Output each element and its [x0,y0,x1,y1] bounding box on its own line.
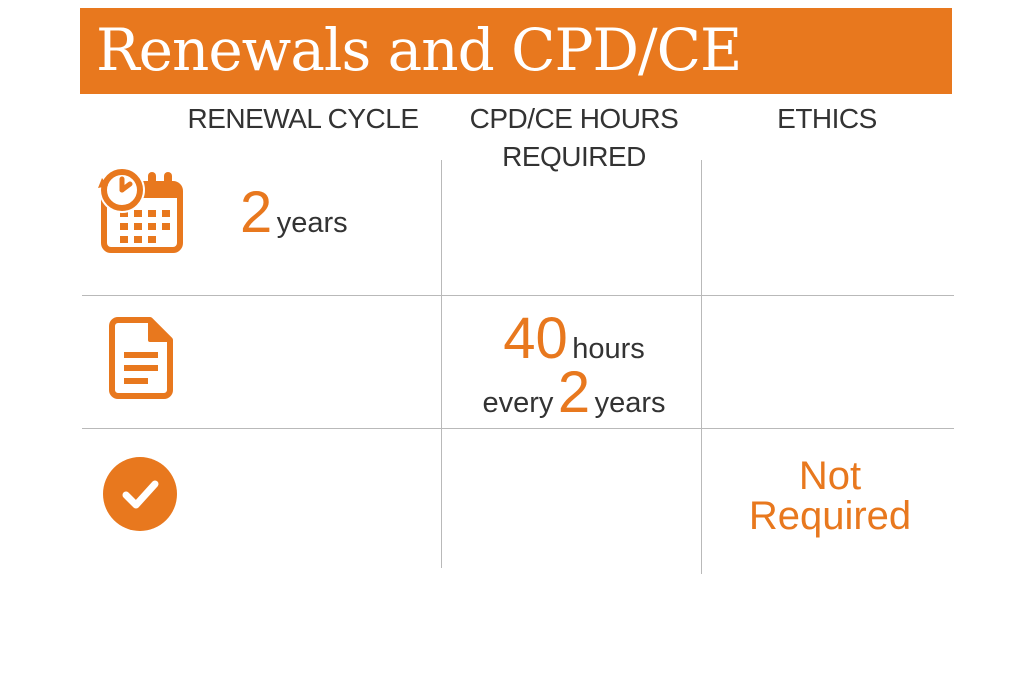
cpd-hours-value: 40 hours [446,310,702,368]
cpd-period-value: every 2 years [446,364,702,422]
cpd-hours-unit: hours [572,333,645,365]
header-cpd-line2: REQUIRED [502,141,646,172]
header-ethics: ETHICS [777,103,877,134]
cpd-period-number: 2 [557,360,591,425]
divider-vertical-1 [441,160,442,568]
cpd-period-unit: years [594,387,666,419]
divider-vertical-2 [701,160,702,574]
divider-horizontal-2 [82,428,954,429]
ethics-line1: Not [798,454,862,498]
renewal-cycle-value: 2 years [240,184,348,242]
header-renewal-cycle: RENEWAL CYCLE [187,103,419,134]
divider-horizontal-1 [82,295,954,296]
renewal-number: 2 [240,180,273,245]
cpd-period-prefix: every [482,387,554,419]
renewal-unit: years [276,207,348,239]
document-icon [109,317,173,399]
checkmark-circle-icon [103,457,177,531]
page-title: Renewals and CPD/CE [96,16,742,84]
calendar-clock-icon [98,167,183,253]
header-cpd-line1: CPD/CE HOURS [469,103,679,134]
ethics-line2: Required [748,494,912,538]
title-banner: Renewals and CPD/CE [80,8,952,94]
header-cpd-hours: CPD/CE HOURS REQUIRED [446,100,702,176]
cpd-hours-number: 40 [503,306,568,371]
ethics-value: Not Required [722,456,938,536]
